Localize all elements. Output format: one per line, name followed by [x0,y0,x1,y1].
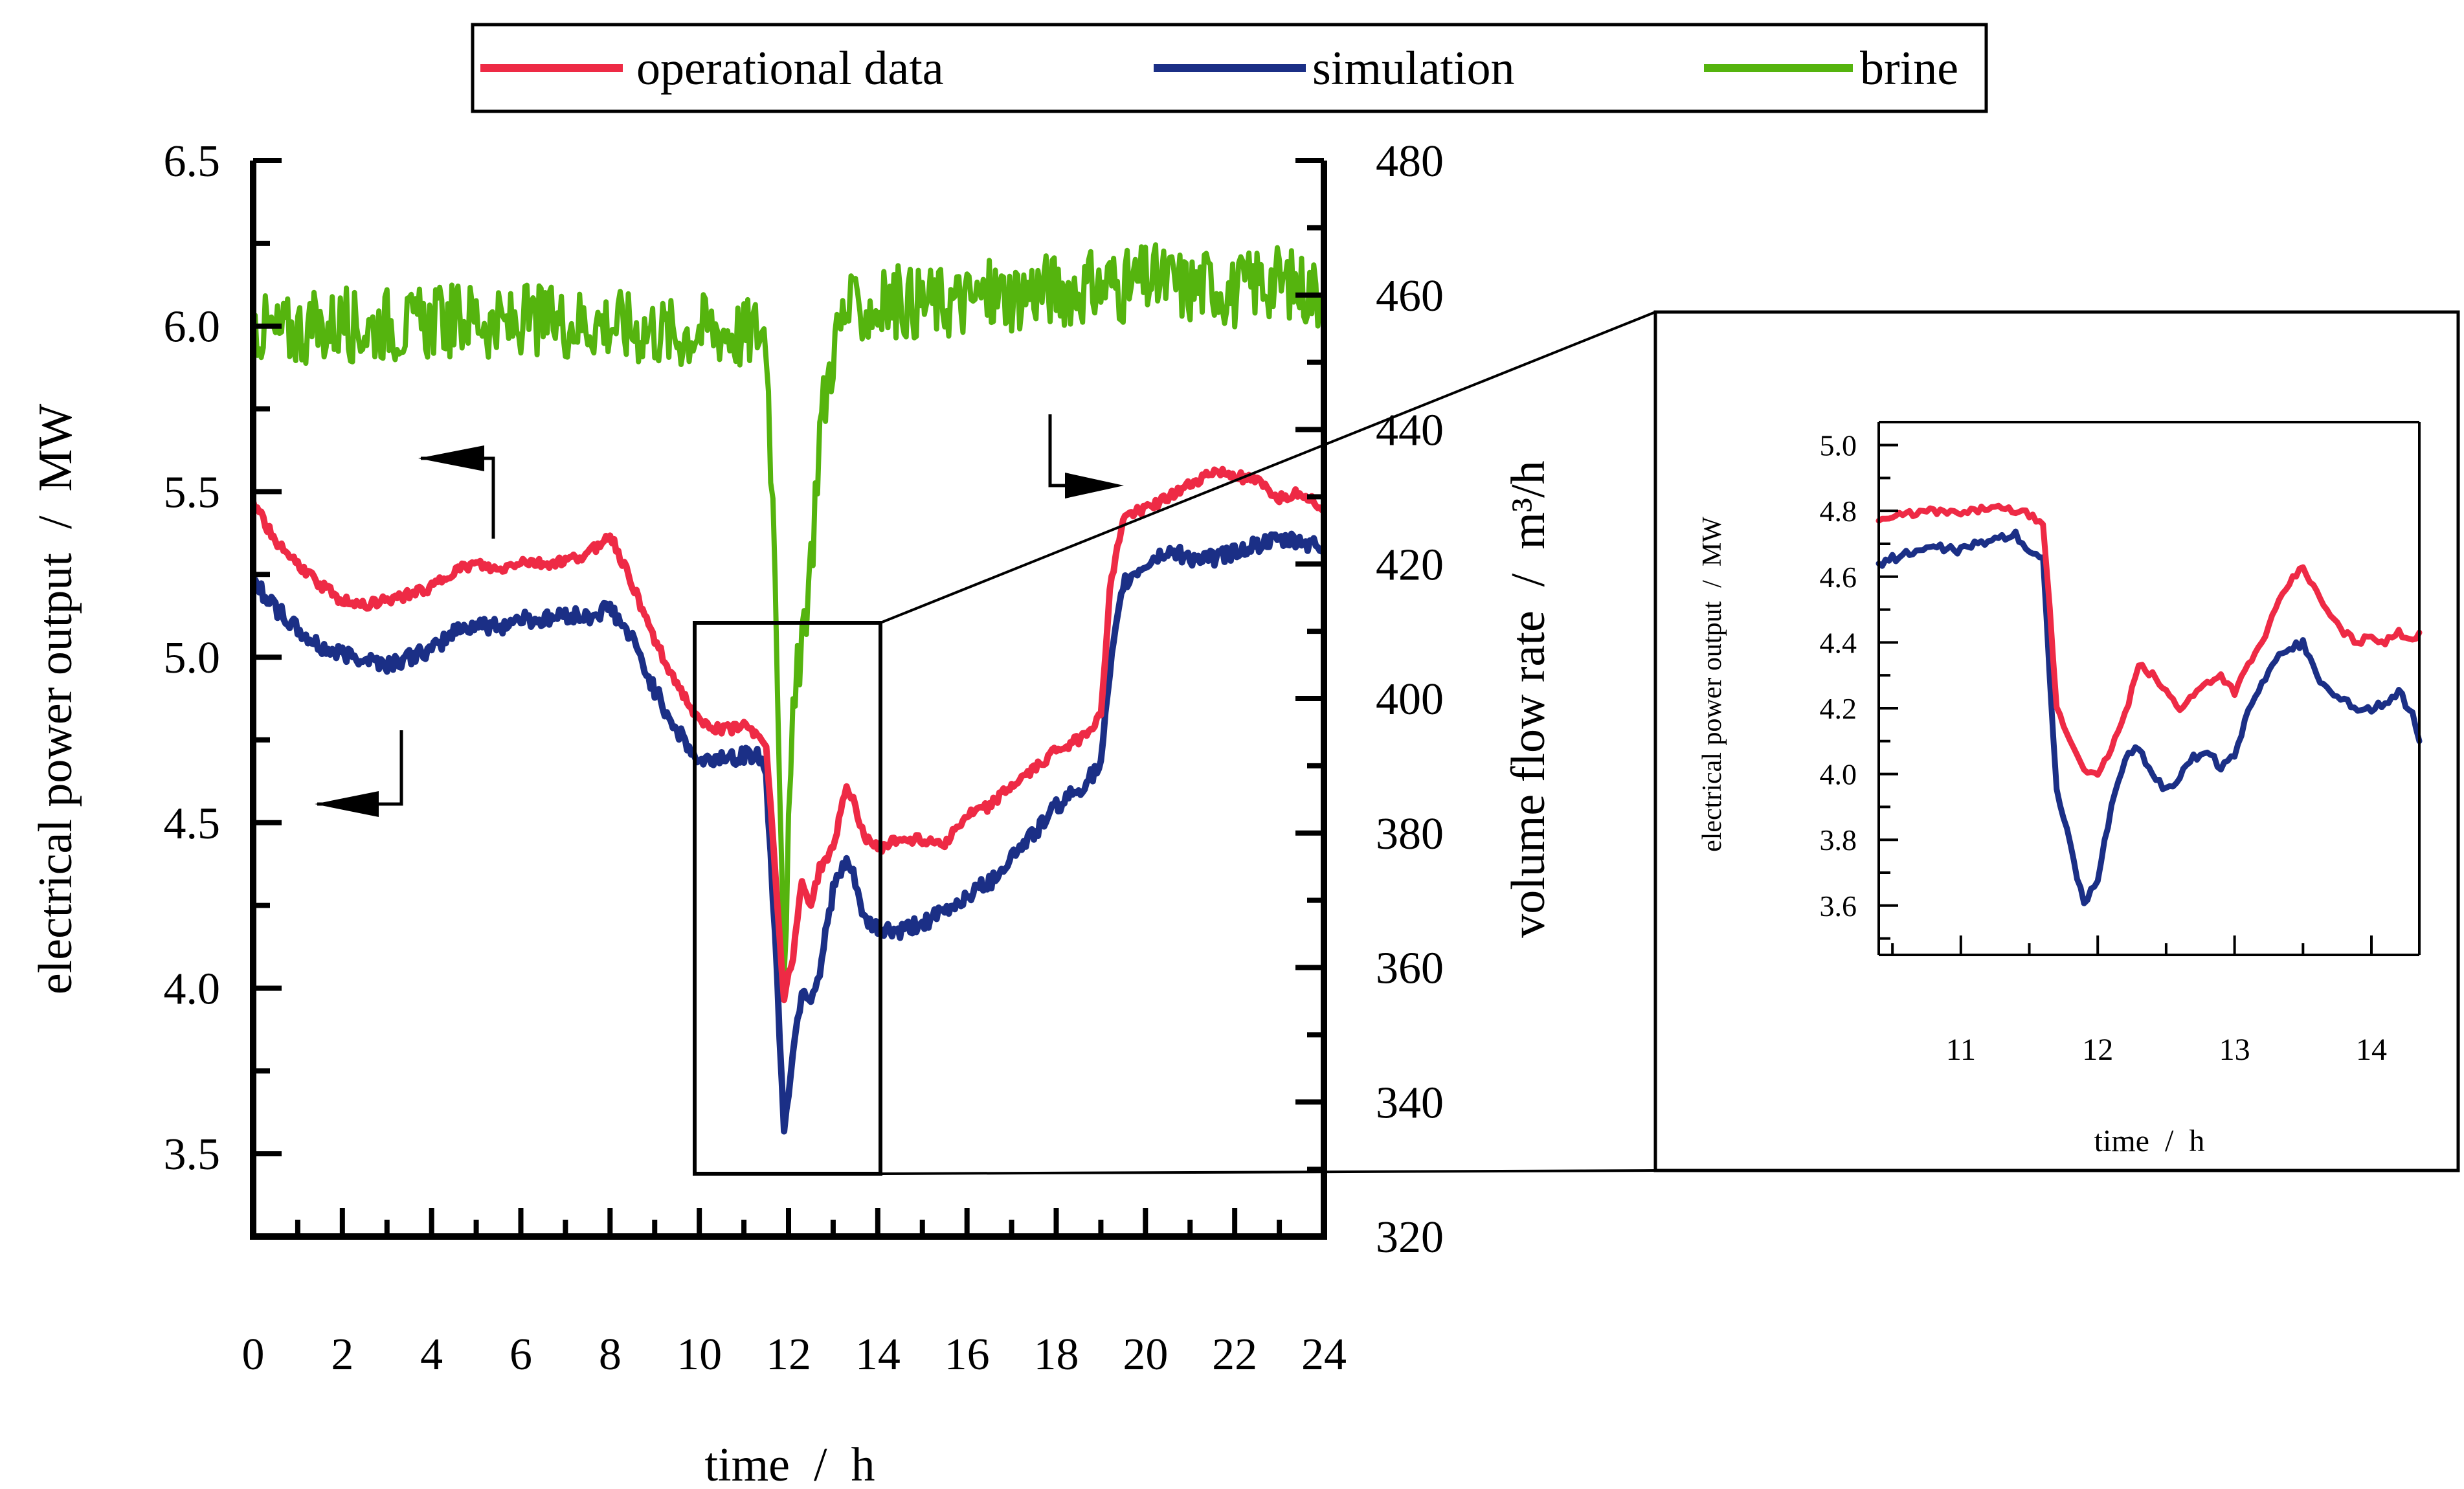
main-x-tick-label: 8 [599,1330,622,1380]
inset-series-layer [1876,502,2423,906]
main-y2-tick-label: 420 [1376,540,1444,590]
zoom-connector-bottom [880,1169,1656,1175]
main-x-tick-label: 14 [855,1330,901,1380]
inset-y-tick-label: 4.0 [1820,758,1857,791]
main-x-tick-label: 20 [1123,1330,1168,1380]
left-axis-arrow-upper [418,445,495,539]
main-y-axis-label: electrical power output / MW [29,404,82,995]
inset-y-tick-label: 4.4 [1820,626,1857,659]
main-x-axis-label: time / h [704,1439,875,1489]
main-x-tick-label: 2 [331,1330,353,1380]
main-x-tick-label: 0 [242,1330,265,1380]
inset-ticks: 11 12 13 14 3.6 3.8 4.0 4.2 4.4 4.6 4.8 5.0 [1820,429,2388,1067]
main-x-tick-label: 10 [677,1330,722,1380]
legend: operational data simulation brine [471,23,1988,113]
legend-label-simulation: simulation [1312,42,1514,95]
inset-x-tick-label: 11 [1946,1033,1976,1067]
main-y2-tick-label: 360 [1376,944,1444,994]
main-x-tick-label: 24 [1301,1330,1347,1380]
inset-y-tick-label: 4.6 [1820,561,1857,594]
right-axis-arrow [1048,414,1124,498]
inset-y-tick-label: 3.8 [1820,823,1857,856]
zoom-box [693,621,882,1176]
main-ticks: 0 2 4 6 8 10 12 14 16 18 20 22 243.54.04.55.05.56.06… [164,137,1444,1380]
inset-x-tick-label: 13 [2219,1033,2250,1067]
legend-label-brine: brine [1860,42,1958,95]
main-y-tick-label: 6.0 [164,302,221,352]
inset-frame [1653,310,2460,1172]
inset-series-operational-data [1876,502,2423,778]
zoom-connector-top [880,311,1656,624]
main-y2-tick-label: 480 [1376,137,1444,186]
main-y-tick-label: 4.5 [164,799,221,849]
left-axis-arrow-lower [315,730,403,817]
inset-series-simulation [1876,528,2423,906]
inset-y-tick-label: 3.6 [1820,890,1857,923]
main-series-simulation [250,530,1327,1135]
main-y2-tick-label: 440 [1376,406,1444,456]
main-y2-tick-label: 340 [1376,1078,1444,1128]
inset-x-axis-label: time / h [2094,1124,2205,1158]
main-y2-axis-label: volume flow rate / m³/h [1502,460,1555,937]
main-series-layer [250,242,1327,1135]
main-x-tick-label: 4 [420,1330,443,1380]
main-y2-tick-label: 400 [1376,675,1444,724]
inset-x-tick-label: 12 [2082,1033,2113,1067]
inset-y-tick-label: 4.2 [1820,692,1857,725]
main-x-tick-label: 16 [945,1330,990,1380]
main-y2-tick-label: 320 [1376,1213,1444,1262]
main-series-operational-data [250,465,1327,1003]
main-y-tick-label: 5.5 [164,467,221,517]
main-series-brine [251,242,1327,980]
inset-x-tick-label: 14 [2356,1033,2387,1067]
main-x-tick-label: 6 [510,1330,532,1380]
inset-chart: 11 12 13 14 3.6 3.8 4.0 4.2 4.4 4.6 4.8 5.0 time / … [1653,310,2460,1172]
main-y2-tick-label: 460 [1376,271,1444,321]
main-x-tick-label: 18 [1034,1330,1079,1380]
main-y2-tick-label: 380 [1376,809,1444,859]
main-y-tick-label: 5.0 [164,633,221,683]
main-plot: 0 2 4 6 8 10 12 14 16 18 20 22 243.54.04.55.05.56.06… [29,137,1656,1489]
inset-y-tick-label: 4.8 [1820,495,1857,528]
main-y-tick-label: 4.0 [164,964,221,1014]
main-x-tick-label: 22 [1212,1330,1257,1380]
legend-label-operational: operational data [636,42,944,95]
inset-y-tick-label: 5.0 [1820,429,1857,462]
main-y-tick-label: 3.5 [164,1130,221,1180]
inset-y-axis-label: electrical power output / MW [1697,517,1727,852]
main-y-tick-label: 6.5 [164,137,221,186]
main-x-tick-label: 12 [766,1330,811,1380]
